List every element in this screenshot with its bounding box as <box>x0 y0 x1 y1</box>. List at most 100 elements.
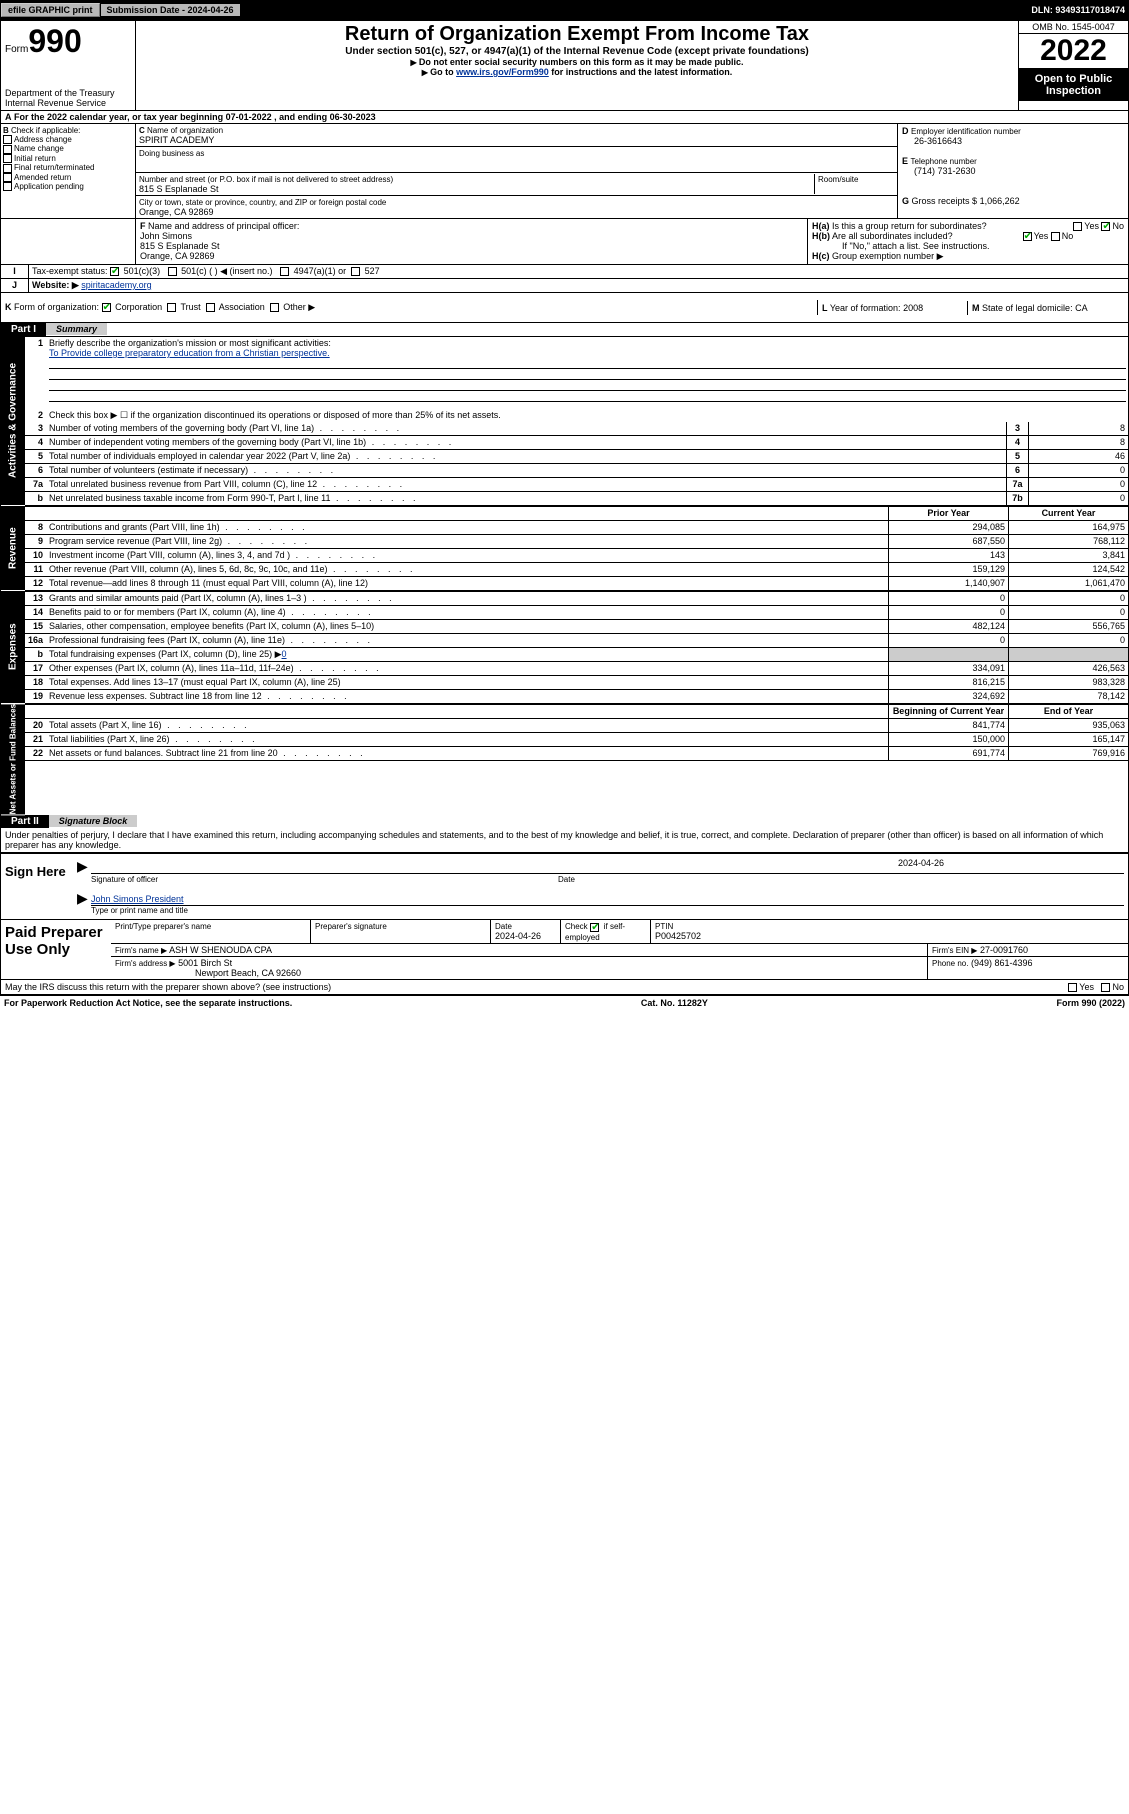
net-assets: Net Assets or Fund Balances Beginning of… <box>1 704 1128 815</box>
checkbox-other[interactable] <box>270 303 279 312</box>
org-address: 815 S Esplanade St <box>139 184 219 194</box>
val-line7b: 0 <box>1028 492 1128 505</box>
val-l21-begin: 150,000 <box>888 733 1008 746</box>
submission-date: Submission Date - 2024-04-26 <box>101 4 240 16</box>
revenue: Revenue Prior YearCurrent Year 8Contribu… <box>1 506 1128 591</box>
val-l14-prior: 0 <box>888 606 1008 619</box>
sections-k-l-m: K Form of organization: Corporation Trus… <box>1 293 1128 323</box>
section-a-taxyear: A For the 2022 calendar year, or tax yea… <box>1 111 1128 124</box>
org-name: SPIRIT ACADEMY <box>139 135 214 145</box>
val-l13-prior: 0 <box>888 592 1008 605</box>
val-line4: 8 <box>1028 436 1128 449</box>
sections-f-h: F Name and address of principal officer:… <box>1 219 1128 265</box>
part-1-header: Part ISummary <box>1 323 1128 336</box>
checkbox-final-return[interactable] <box>3 164 12 173</box>
checkbox-ha-no[interactable] <box>1101 222 1110 231</box>
section-j: J Website: ▶ spiritacademy.org <box>1 279 1128 293</box>
ein: 26-3616643 <box>902 136 1124 146</box>
efile-print-button[interactable]: efile GRAPHIC print <box>1 3 100 17</box>
omb-number: OMB No. 1545-0047 <box>1019 21 1128 34</box>
form-subtitle: Under section 501(c), 527, or 4947(a)(1)… <box>140 46 1014 57</box>
val-l10-curr: 3,841 <box>1008 549 1128 562</box>
irs-link[interactable]: www.irs.gov/Form990 <box>456 67 549 77</box>
page-footer: For Paperwork Reduction Act Notice, see … <box>0 996 1129 1010</box>
section-b: B Check if applicable: Address change Na… <box>1 124 136 218</box>
form-990: Form990 Department of the Treasury Inter… <box>0 20 1129 996</box>
fundraising-exp-link[interactable]: 0 <box>282 649 287 659</box>
form-header: Form990 Department of the Treasury Inter… <box>1 21 1128 111</box>
instr-link: Go to www.irs.gov/Form990 for instructio… <box>140 67 1014 77</box>
checkbox-hb-no[interactable] <box>1051 232 1060 241</box>
checkbox-ha-yes[interactable] <box>1073 222 1082 231</box>
state-domicile: CA <box>1075 303 1088 313</box>
instr-ssn: Do not enter social security numbers on … <box>140 57 1014 67</box>
form-title: Return of Organization Exempt From Incom… <box>140 23 1014 46</box>
val-l18-prior: 816,215 <box>888 676 1008 689</box>
discuss-row: May the IRS discuss this return with the… <box>1 980 1128 995</box>
sections-d-e-g: D Employer identification number 26-3616… <box>898 124 1128 218</box>
val-line5: 46 <box>1028 450 1128 463</box>
checkbox-trust[interactable] <box>167 303 176 312</box>
checkbox-discuss-yes[interactable] <box>1068 983 1077 992</box>
prep-date: 2024-04-26 <box>495 931 541 941</box>
checkbox-501c3[interactable] <box>110 267 119 276</box>
val-l9-curr: 768,112 <box>1008 535 1128 548</box>
firm-addr: 5001 Birch St <box>178 958 232 968</box>
checkbox-address-change[interactable] <box>3 135 12 144</box>
val-l22-end: 769,916 <box>1008 747 1128 760</box>
checkbox-hb-yes[interactable] <box>1023 232 1032 241</box>
checkbox-app-pending[interactable] <box>3 182 12 191</box>
val-l20-end: 935,063 <box>1008 719 1128 732</box>
officer-name: John Simons <box>140 231 192 241</box>
dln: DLN: 93493117018474 <box>1031 5 1129 15</box>
firm-ein: 27-0091760 <box>980 945 1028 955</box>
tax-year: 2022 <box>1019 34 1128 69</box>
section-f: F Name and address of principal officer:… <box>136 219 808 264</box>
checkbox-initial-return[interactable] <box>3 154 12 163</box>
val-l16a-prior: 0 <box>888 634 1008 647</box>
dept-treasury: Department of the Treasury Internal Reve… <box>5 88 131 108</box>
officer-sig-name[interactable]: John Simons President <box>91 894 184 904</box>
val-l19-prior: 324,692 <box>888 690 1008 703</box>
checkbox-501c[interactable] <box>168 267 177 276</box>
val-l11-curr: 124,542 <box>1008 563 1128 576</box>
paid-preparer-block: Paid Preparer Use Only Print/Type prepar… <box>1 920 1128 979</box>
val-l16a-curr: 0 <box>1008 634 1128 647</box>
gross-receipts: 1,066,262 <box>980 196 1020 206</box>
val-l14-curr: 0 <box>1008 606 1128 619</box>
val-l21-end: 165,147 <box>1008 733 1128 746</box>
sections-b-g: B Check if applicable: Address change Na… <box>1 124 1128 219</box>
val-l18-curr: 983,328 <box>1008 676 1128 689</box>
checkbox-527[interactable] <box>351 267 360 276</box>
val-line3: 8 <box>1028 422 1128 435</box>
val-line7a: 0 <box>1028 478 1128 491</box>
checkbox-discuss-no[interactable] <box>1101 983 1110 992</box>
checkbox-corp[interactable] <box>102 303 111 312</box>
checkbox-4947[interactable] <box>280 267 289 276</box>
form-number: 990 <box>28 23 81 59</box>
val-line6: 0 <box>1028 464 1128 477</box>
expenses: Expenses 13Grants and similar amounts pa… <box>1 591 1128 704</box>
section-c: C Name of organizationSPIRIT ACADEMY Doi… <box>136 124 898 218</box>
topbar: efile GRAPHIC print Submission Date - 20… <box>0 0 1129 20</box>
val-l15-prior: 482,124 <box>888 620 1008 633</box>
public-inspection-badge: Open to Public Inspection <box>1019 69 1128 101</box>
val-l8-prior: 294,085 <box>888 521 1008 534</box>
checkbox-name-change[interactable] <box>3 145 12 154</box>
val-l11-prior: 159,129 <box>888 563 1008 576</box>
mission-text[interactable]: To Provide college preparatory education… <box>49 348 330 358</box>
part-2-header: Part IISignature Block <box>1 815 1128 828</box>
val-l22-begin: 691,774 <box>888 747 1008 760</box>
phone: (714) 731-2630 <box>902 166 1124 176</box>
checkbox-self-employed[interactable] <box>590 923 599 932</box>
checkbox-amended[interactable] <box>3 173 12 182</box>
org-website-link[interactable]: spiritacademy.org <box>81 280 151 290</box>
penalty-statement: Under penalties of perjury, I declare th… <box>1 828 1128 853</box>
ptin: P00425702 <box>655 931 701 941</box>
val-l19-curr: 78,142 <box>1008 690 1128 703</box>
section-i: I Tax-exempt status: 501(c)(3) 501(c) ( … <box>1 265 1128 279</box>
val-l10-prior: 143 <box>888 549 1008 562</box>
val-l17-curr: 426,563 <box>1008 662 1128 675</box>
checkbox-assoc[interactable] <box>206 303 215 312</box>
val-l20-begin: 841,774 <box>888 719 1008 732</box>
